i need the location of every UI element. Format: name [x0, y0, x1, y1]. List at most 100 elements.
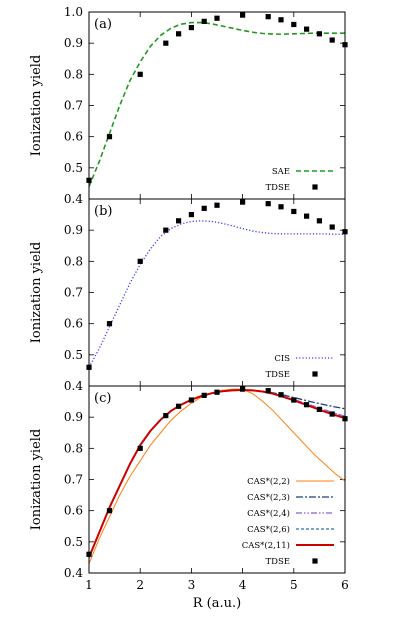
tdse-point [214, 389, 220, 395]
plot-frame [88, 385, 346, 574]
panel-1: 0.4 0.5 0.6 0.7 0.8 0.9 1.0 (a) Ionization yield… [29, 5, 348, 206]
y-tick-label: 0.7 [64, 473, 83, 487]
y-tick-label: 0.9 [64, 223, 83, 237]
tdse-point [304, 26, 310, 32]
tdse-point [278, 17, 284, 23]
tdse-point [265, 201, 271, 207]
tdse-point [240, 199, 246, 205]
y-tick-label: 0.9 [64, 36, 83, 50]
tdse-point [304, 213, 310, 219]
x-tick-label: 4 [239, 578, 247, 592]
y-tick-label: 0.5 [64, 535, 83, 549]
y-tick-label: 0.7 [64, 286, 83, 300]
tdse-point [137, 258, 143, 264]
tdse-point [329, 411, 335, 417]
tdse-point [106, 134, 113, 140]
legend-entry: TDSE [265, 557, 318, 567]
y-axis-label: Ionization yield [29, 242, 44, 343]
x-tick-label: 2 [136, 578, 144, 592]
tdse-point [214, 202, 220, 208]
tdse-point [163, 413, 169, 419]
tdse-point [137, 71, 143, 77]
tdse-point [188, 397, 194, 403]
legend-entry: CAS*(2,11) [242, 540, 334, 551]
legend-label: CIS [274, 354, 290, 364]
tdse-point [163, 40, 169, 46]
y-tick-label: 0.8 [64, 254, 83, 268]
tdse-point [278, 204, 284, 210]
series-line-sae [89, 21, 345, 187]
y-tick-label: 0.8 [64, 67, 83, 81]
panel-label: (a) [94, 17, 112, 32]
tdse-point [188, 211, 194, 218]
y-tick-label: 0.6 [64, 504, 83, 518]
series-group [89, 388, 345, 564]
tdse-point [265, 14, 271, 20]
series-line-cis [89, 220, 345, 368]
series-group [89, 21, 345, 187]
tdse-point [316, 218, 322, 224]
panel-3: 0.4 0.5 0.6 0.7 0.8 0.9 1 2 3 4 5 6 (c) Ionization yi… [29, 385, 349, 611]
series-line-cas-2-6- [89, 389, 345, 558]
y-tick-label: 1.0 [64, 5, 83, 19]
legend-entry: CAS*(2,4) [247, 508, 334, 519]
tdse-point [106, 508, 113, 514]
legend-entry: CAS*(2,3) [247, 492, 334, 503]
y-tick-label: 0.5 [64, 161, 83, 175]
y-tick-label: 0.5 [64, 348, 83, 362]
tdse-point [240, 386, 246, 392]
tdse-point [265, 388, 271, 394]
tdse-point [176, 403, 182, 409]
tdse-point [106, 321, 113, 327]
legend-label: CAS*(2,4) [247, 508, 290, 519]
legend-marker [312, 371, 318, 377]
legend-entry: CIS [274, 354, 334, 364]
tdse-point [329, 224, 335, 230]
tdse-point [291, 21, 297, 28]
legend-label: TDSE [265, 370, 290, 380]
tdse-point [137, 445, 143, 451]
tdse-point [291, 397, 297, 403]
legend-entry: CAS*(2,2) [247, 476, 334, 487]
tdse-point [240, 12, 246, 18]
tdse-point [278, 392, 284, 398]
y-tick-label: 0.8 [64, 441, 83, 455]
y-axis-label: Ionization yield [29, 55, 44, 156]
y-tick-label: 0.4 [64, 379, 83, 393]
series-line-cas-2-3- [89, 389, 345, 558]
y-tick-label: 0.7 [64, 99, 83, 113]
series-line-cas-2-11- [89, 389, 345, 558]
tdse-point [329, 37, 335, 43]
y-tick-label: 0.6 [64, 317, 83, 331]
legend-entry: TDSE [265, 183, 318, 193]
legend-entry: TDSE [265, 370, 318, 380]
tdse-point [201, 392, 207, 398]
y-tick-label: 0.4 [64, 192, 83, 206]
legend-label: TDSE [265, 183, 290, 193]
legend-label: TDSE [265, 557, 290, 567]
x-tick-label: 3 [188, 578, 196, 592]
tdse-point [304, 402, 310, 408]
legend-marker [312, 184, 318, 190]
legend-marker [312, 558, 318, 564]
tdse-point [214, 15, 220, 21]
legend-entry: SAE [272, 167, 334, 177]
y-axis-label: Ionization yield [29, 429, 44, 530]
tdse-point [188, 24, 194, 31]
tdse-point [201, 18, 207, 24]
series-line-cas-2-2- [89, 388, 345, 564]
tdse-point [316, 31, 322, 37]
series-line-cas-2-4- [89, 389, 345, 558]
tdse-point [176, 31, 182, 37]
legend-label: SAE [272, 167, 290, 177]
legend-label: CAS*(2,3) [247, 492, 290, 503]
y-tick-label: 0.9 [64, 410, 83, 424]
panel-2: 0.4 0.5 0.6 0.7 0.8 0.9 (b) Ionization yield CIS… [29, 198, 348, 393]
legend-label: CAS*(2,6) [247, 524, 290, 535]
tdse-point [316, 406, 322, 412]
legend-entry: CAS*(2,6) [247, 524, 334, 535]
y-tick-label: 0.4 [64, 566, 83, 580]
tdse-point [176, 218, 182, 224]
series-group [89, 220, 345, 368]
